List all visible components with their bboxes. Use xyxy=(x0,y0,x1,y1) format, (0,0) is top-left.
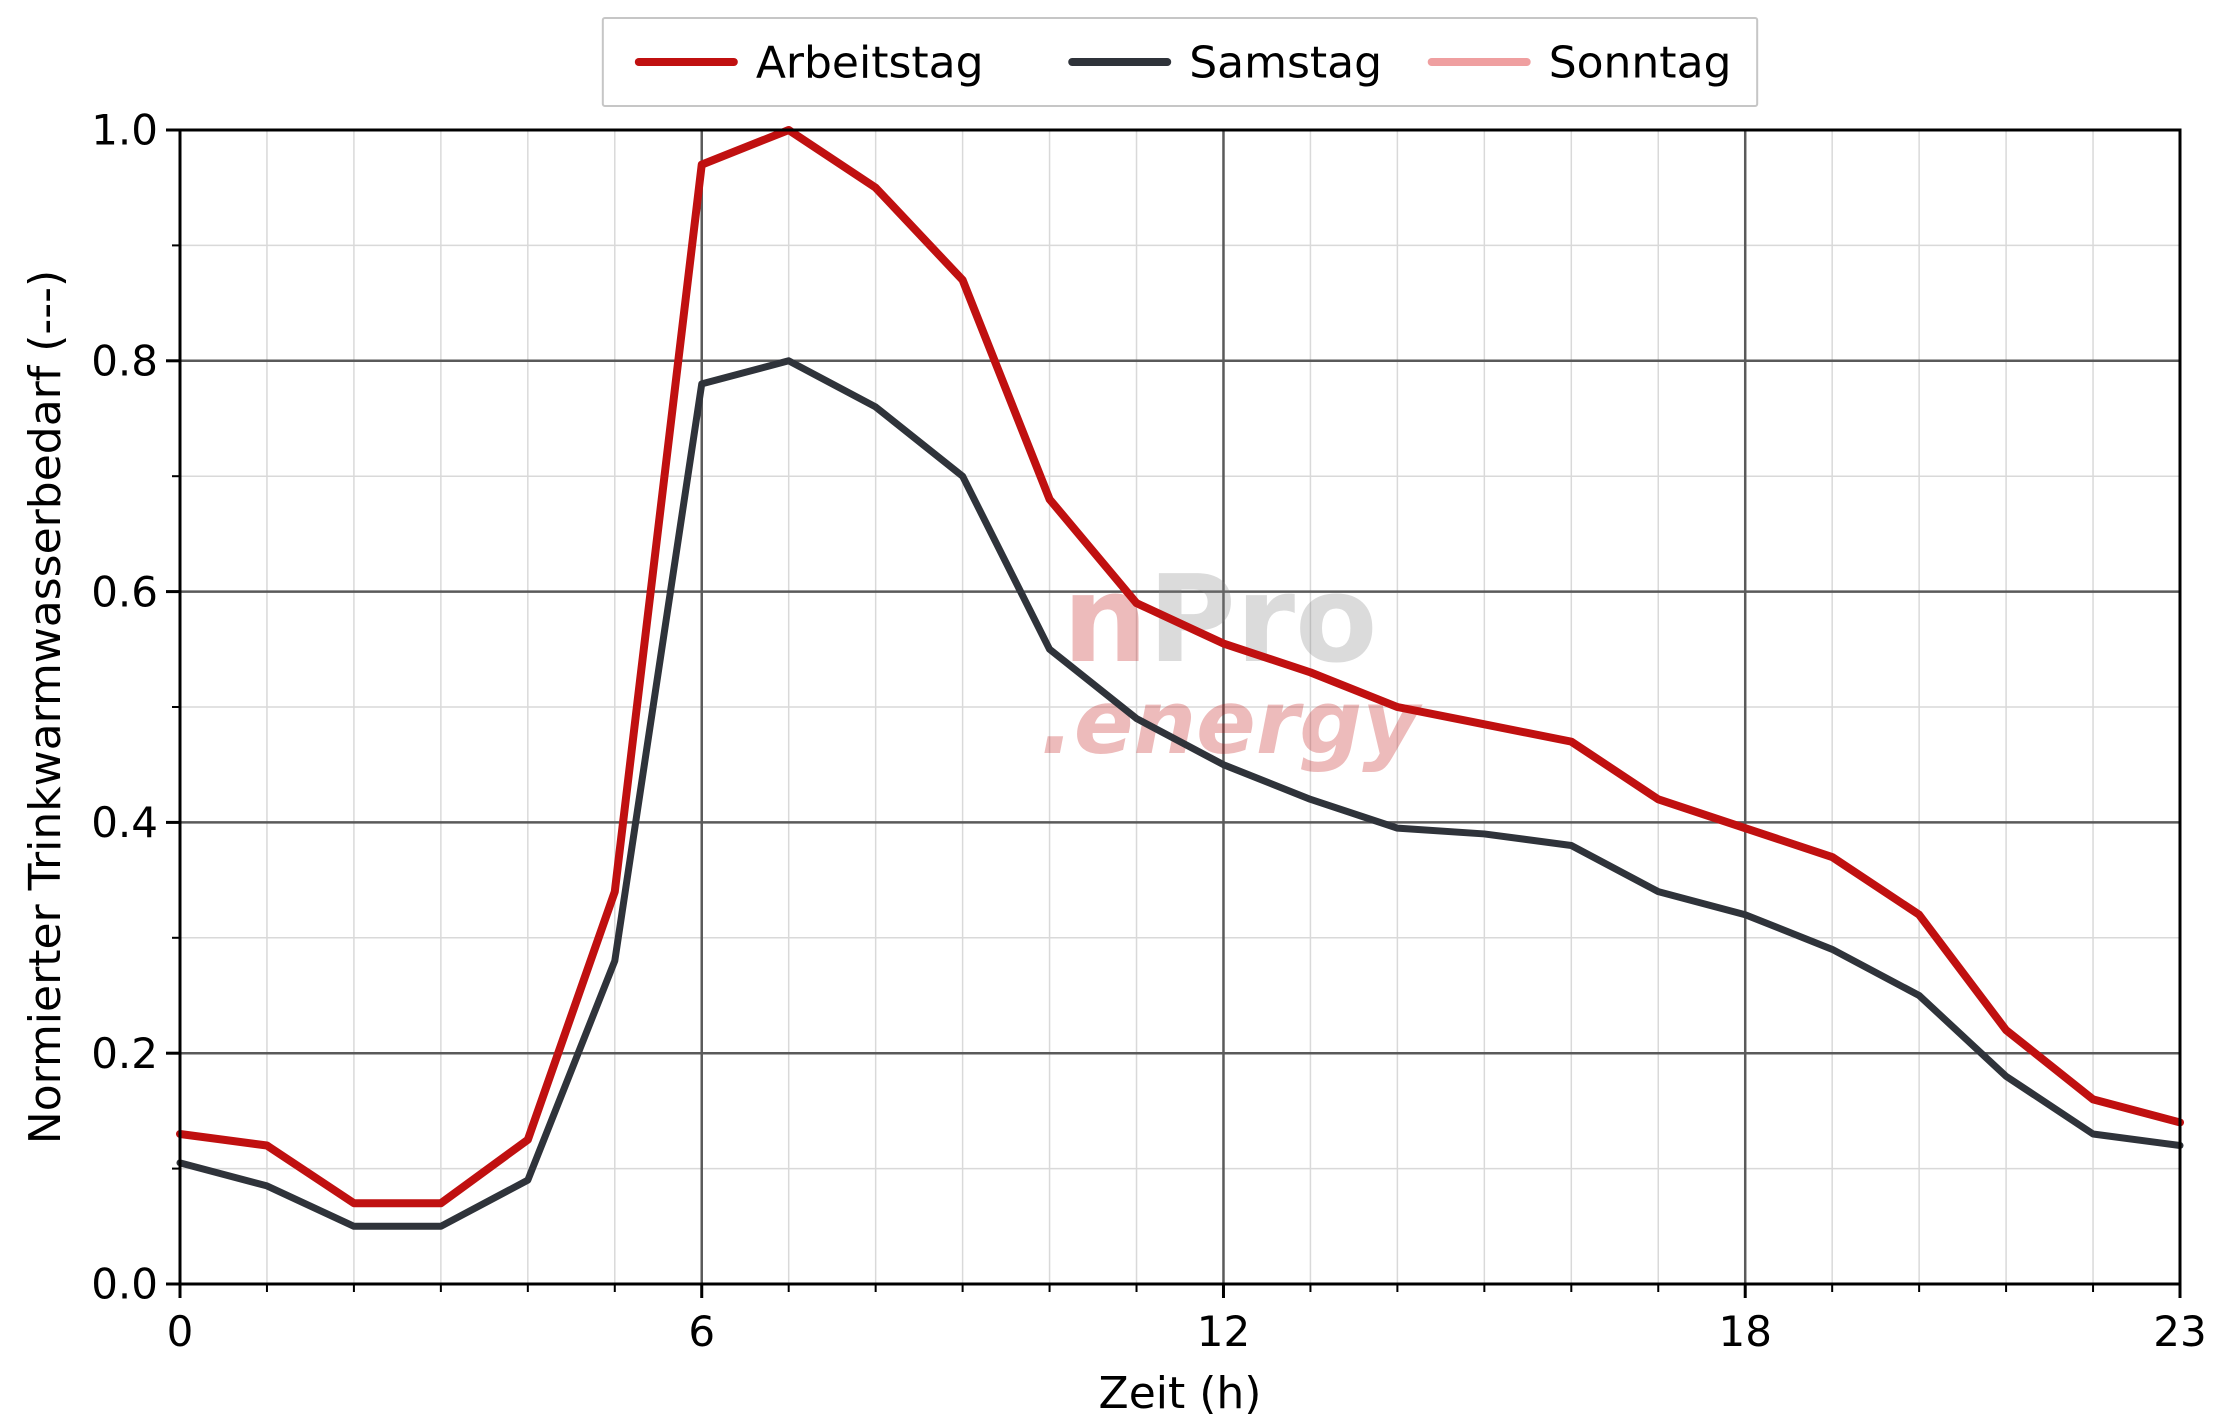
y-tick-label: 0.6 xyxy=(91,567,158,616)
x-tick-label: 18 xyxy=(1718,1307,1771,1356)
legend-label: Sonntag xyxy=(1549,37,1732,88)
y-tick-label: 0.8 xyxy=(91,337,158,386)
x-tick-label: 6 xyxy=(688,1307,715,1356)
chart-container: nPro.energy 0 6 12 18 23 Zeit (h) 0.0 0.2 0.4 0.6 0… xyxy=(0,0,2215,1424)
watermark: nPro.energy xyxy=(1040,551,1423,774)
chart-svg: nPro.energy 0 6 12 18 23 Zeit (h) 0.0 0.2 0.4 0.6 0… xyxy=(0,0,2215,1424)
y-tick-label: 1.0 xyxy=(91,106,158,155)
legend-label: Arbeitstag xyxy=(756,37,984,88)
x-tick-label: 23 xyxy=(2153,1307,2206,1356)
x-tick-label: 0 xyxy=(167,1307,194,1356)
y-tick-label: 0.2 xyxy=(91,1029,158,1078)
y-tick-label: 0.4 xyxy=(91,798,158,847)
legend: Arbeitstag Samstag Sonntag xyxy=(603,18,1757,106)
legend-label: Samstag xyxy=(1189,37,1382,88)
y-axis-label: Normierter Trinkwarmwasserbedarf (---) xyxy=(20,270,71,1144)
x-tick-label: 12 xyxy=(1197,1307,1250,1356)
y-tick-label: 0.0 xyxy=(91,1260,158,1309)
x-axis-label: Zeit (h) xyxy=(1099,1368,1262,1419)
